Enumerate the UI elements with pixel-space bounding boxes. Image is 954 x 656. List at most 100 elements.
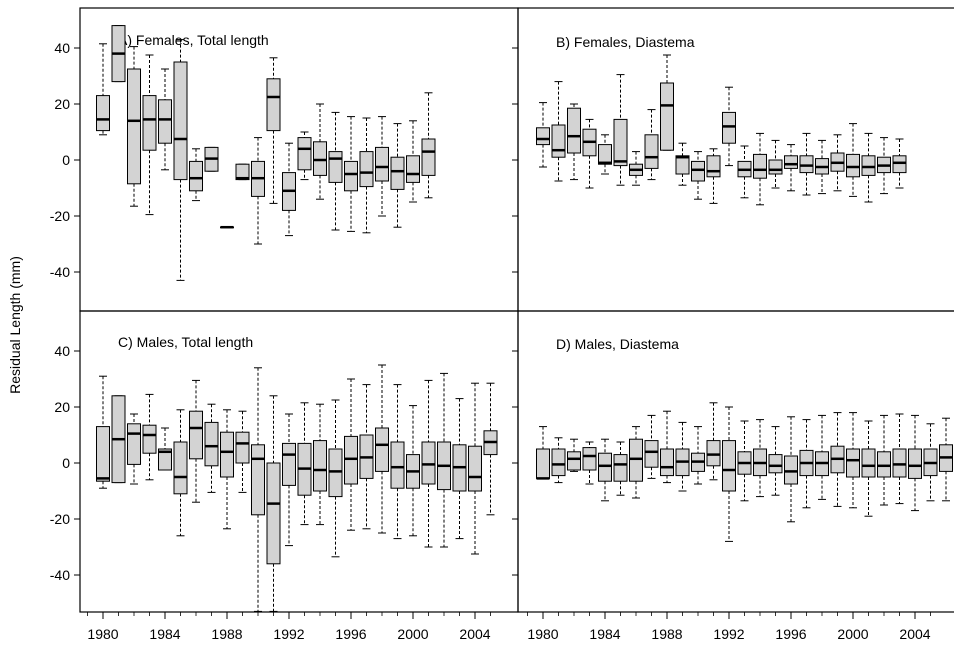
box-1980 — [536, 102, 550, 168]
box-1997 — [799, 419, 814, 509]
box-1990 — [691, 151, 705, 200]
box-1992 — [282, 142, 296, 237]
iqr-box — [799, 155, 814, 174]
box-2004 — [468, 382, 482, 555]
iqr-box — [551, 124, 566, 158]
box-1988 — [220, 409, 234, 530]
box-1993 — [737, 145, 752, 199]
iqr-box — [567, 451, 581, 471]
box-1994 — [313, 103, 327, 200]
box-1998 — [815, 414, 829, 500]
box-1985 — [613, 441, 628, 496]
box-1981 — [551, 437, 566, 484]
box-1993 — [297, 131, 312, 181]
x-tick-label: 2004 — [899, 626, 930, 642]
iqr-box — [598, 452, 612, 482]
iqr-box — [359, 151, 374, 188]
iqr-box — [846, 153, 860, 178]
box-1989 — [675, 421, 690, 492]
iqr-box — [158, 448, 172, 471]
box-1999 — [390, 123, 405, 228]
iqr-box — [235, 163, 250, 181]
box-1990 — [251, 367, 265, 612]
iqr-box — [297, 137, 312, 171]
x-tick-label: 1996 — [335, 626, 366, 642]
box-1984 — [158, 68, 172, 171]
box-1997 — [359, 384, 374, 530]
box-1980 — [96, 43, 110, 136]
box-1999 — [830, 134, 845, 192]
box-1983 — [142, 54, 157, 216]
iqr-box — [251, 444, 265, 516]
panel-frame — [517, 310, 954, 613]
iqr-box — [235, 431, 250, 464]
iqr-box — [375, 427, 389, 472]
iqr-box — [644, 134, 659, 169]
panel-title: C) Males, Total length — [118, 334, 253, 350]
x-tick-label: 1980 — [527, 626, 558, 642]
box-1994 — [753, 132, 767, 206]
box-1983 — [582, 118, 597, 189]
box-2002 — [877, 414, 891, 506]
box-1982 — [567, 438, 581, 472]
box-2000 — [406, 120, 420, 203]
box-2005 — [923, 423, 938, 502]
iqr-box — [142, 95, 157, 151]
iqr-box — [189, 160, 203, 192]
box-1988 — [660, 410, 674, 484]
box-2001 — [421, 92, 436, 199]
iqr-box — [660, 82, 674, 151]
y-tick-label: -20 — [50, 511, 70, 527]
box-1995 — [768, 139, 783, 189]
box-1994 — [753, 419, 767, 498]
y-tick-label: -40 — [50, 264, 70, 280]
box-1999 — [830, 412, 845, 507]
iqr-box — [846, 448, 860, 478]
box-1990 — [251, 137, 265, 245]
box-2004 — [908, 414, 922, 512]
box-1994 — [313, 403, 327, 526]
box-1985 — [173, 409, 188, 537]
box-1983 — [142, 393, 157, 481]
box-1988 — [660, 54, 674, 151]
box-1989 — [235, 163, 250, 181]
iqr-box — [313, 141, 327, 176]
box-1995 — [768, 426, 783, 496]
iqr-box — [96, 95, 110, 132]
iqr-box — [189, 410, 203, 460]
x-tick-label: 1992 — [273, 626, 304, 642]
box-2002 — [437, 372, 451, 548]
box-1981 — [551, 81, 566, 182]
box-1998 — [375, 116, 389, 217]
box-1991 — [706, 402, 721, 481]
iqr-box — [536, 448, 550, 479]
box-1981 — [111, 25, 126, 83]
iqr-box — [406, 155, 420, 183]
box-2005 — [483, 382, 498, 516]
box-1996 — [784, 144, 798, 192]
box-1984 — [598, 134, 612, 175]
box-1986 — [189, 148, 203, 202]
iqr-box — [691, 160, 705, 182]
box-1987 — [644, 109, 659, 181]
x-tick-label: 1988 — [211, 626, 242, 642]
y-tick-label: 20 — [54, 96, 70, 112]
box-1996 — [784, 416, 798, 523]
box-1987 — [644, 414, 659, 479]
box-1984 — [158, 427, 172, 471]
box-1986 — [629, 426, 643, 499]
box-1982 — [127, 413, 141, 485]
panel-c: C) Males, Total length -40 -20 0 20 40 1980 198… — [50, 310, 519, 642]
box-1992 — [722, 406, 736, 542]
box-1982 — [127, 46, 141, 207]
box-1993 — [297, 402, 312, 526]
x-tick-label: 2004 — [459, 626, 490, 642]
y-axis-title: Residual Length (mm) — [7, 256, 23, 394]
iqr-box — [908, 448, 922, 479]
box-2001 — [421, 379, 436, 548]
iqr-box — [344, 435, 358, 485]
box-1985 — [173, 39, 188, 281]
iqr-box — [266, 78, 281, 132]
iqr-box — [328, 448, 343, 498]
y-tick-label: -20 — [50, 208, 70, 224]
